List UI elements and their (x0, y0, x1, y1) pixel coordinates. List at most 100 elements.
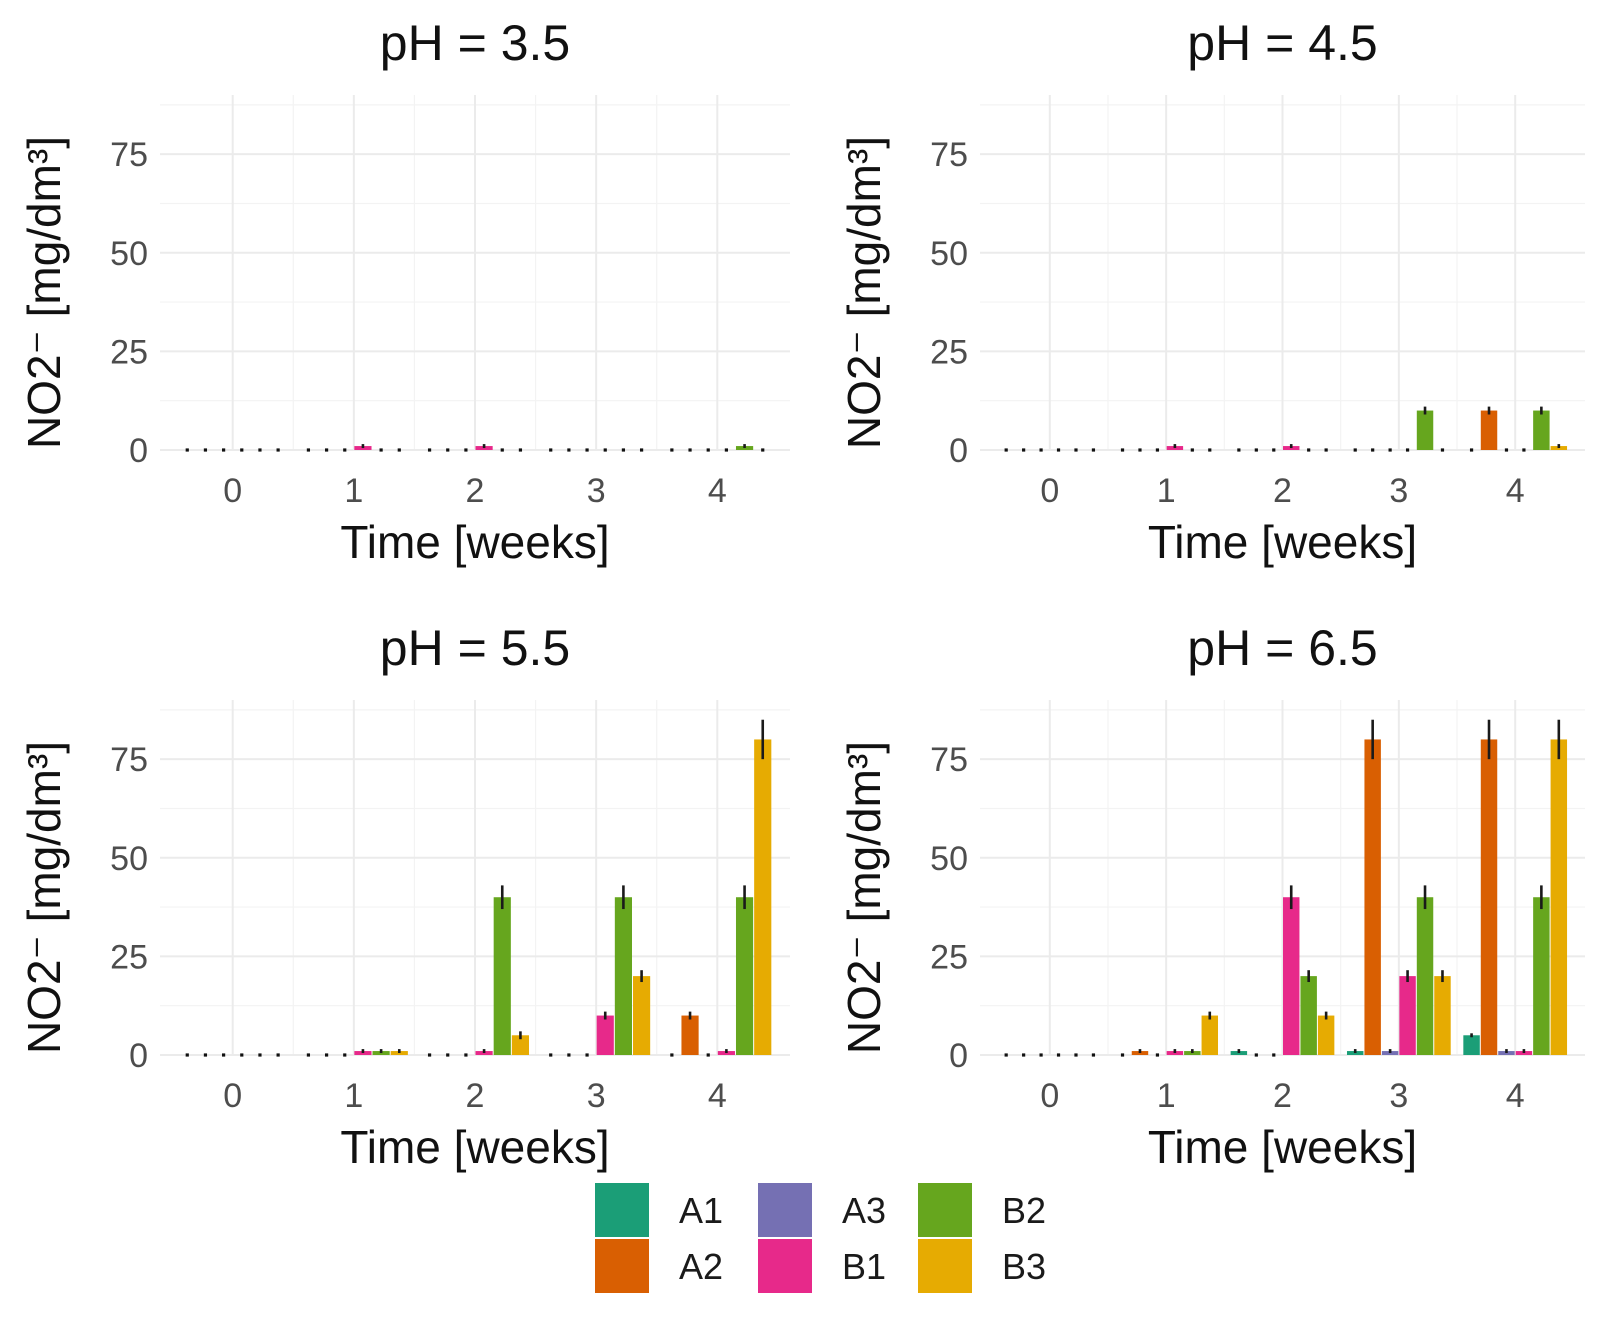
bar-A2-week-1 (1138, 448, 1142, 452)
bar-B2-week-4 (1533, 410, 1550, 450)
bar-B3-week-2 (1324, 448, 1328, 452)
bar-A2-week-4 (681, 1015, 699, 1055)
bar-B3-week-4 (1550, 739, 1568, 1055)
bar-A3-week-3 (1388, 448, 1392, 452)
x-tick-label: 4 (1506, 1077, 1525, 1115)
panel-title: pH = 6.5 (1187, 620, 1377, 676)
bar-A3-week-2 (464, 1053, 468, 1057)
bar-B2-week-3 (1416, 410, 1434, 450)
bar-A1-week-2 (1237, 448, 1241, 452)
bar-B2-week-2 (1300, 976, 1317, 1055)
bar-A2-week-2 (446, 448, 450, 452)
y-tick-label: 75 (110, 136, 148, 174)
bar-B1-week-3 (1405, 448, 1410, 452)
x-tick-label: 1 (1157, 1077, 1176, 1115)
bar-A2-week-2 (446, 1053, 450, 1057)
bar-A3-week-0 (1039, 448, 1043, 452)
bar-A2-week-4 (1480, 739, 1498, 1055)
bar-B2-week-0 (1074, 448, 1078, 452)
panel-2: pH = 4.5 0 25 50 75 0 1 2 3 4 Time [weeks] NO2⁻ [mg… (838, 15, 1585, 568)
y-tick-label: 0 (949, 1037, 968, 1075)
bar-B2-week-0 (258, 448, 262, 452)
bar-A1-week-2 (427, 448, 432, 452)
bar-A3-week-1 (1155, 1053, 1160, 1057)
bar-A1-week-3 (549, 1053, 553, 1057)
bar-A2-week-4 (1480, 410, 1498, 450)
x-tick-label: 0 (223, 472, 242, 510)
x-tick-label: 1 (344, 1077, 363, 1115)
x-tick-label: 1 (344, 472, 363, 510)
bar-A3-week-1 (1155, 448, 1160, 452)
bar-A2-week-1 (324, 1053, 329, 1057)
bar-B3-week-2 (1317, 1015, 1335, 1055)
y-axis-title: NO2⁻ [mg/dm³] (18, 741, 70, 1054)
x-tick-label: 0 (1040, 1077, 1059, 1115)
bar-B3-week-4 (761, 448, 765, 452)
bar-B2-week-3 (614, 897, 632, 1055)
bar-A3-week-3 (585, 448, 589, 452)
legend-label-B2: B2 (1002, 1190, 1046, 1231)
bar-B2-week-4 (735, 897, 754, 1055)
y-axis-title: NO2⁻ [mg/dm³] (838, 136, 890, 449)
panel-1: pH = 3.5 0 25 50 75 0 1 2 3 4 Time [weeks] NO2⁻ [mg… (18, 15, 790, 568)
x-tick-label: 3 (1389, 1077, 1408, 1115)
x-tick-label: 2 (466, 472, 485, 510)
bar-A1-week-4 (1463, 1035, 1480, 1055)
bar-A1-week-4 (670, 448, 674, 452)
panel-3: pH = 5.5 0 25 50 75 0 1 2 3 4 Time [weeks] NO2⁻ [mg… (18, 620, 790, 1173)
bar-A3-week-2 (1272, 448, 1276, 452)
bar-B1-week-0 (240, 448, 244, 452)
x-axis-title: Time [weeks] (1148, 516, 1417, 568)
bar-A3-week-1 (343, 1053, 347, 1057)
bar-A1-week-0 (185, 448, 189, 452)
bar-A2-week-3 (567, 448, 571, 452)
bar-B3-week-3 (1434, 976, 1451, 1055)
bar-A2-week-3 (1364, 739, 1381, 1055)
legend-swatch-B1 (758, 1239, 812, 1293)
y-tick-label: 0 (129, 432, 148, 470)
bar-A3-week-4 (706, 448, 710, 452)
bar-A3-week-0 (222, 448, 226, 452)
bar-A3-week-4 (706, 1053, 710, 1057)
bar-B3-week-2 (518, 448, 523, 452)
panel-title: pH = 5.5 (380, 620, 570, 676)
y-tick-label: 50 (110, 840, 148, 878)
legend-swatch-A2 (595, 1239, 649, 1293)
x-tick-label: 4 (1506, 472, 1525, 510)
y-axis-title: NO2⁻ [mg/dm³] (18, 136, 70, 449)
y-tick-label: 50 (930, 235, 968, 273)
bar-B1-week-3 (1399, 976, 1416, 1055)
bar-A3-week-4 (1504, 448, 1509, 452)
legend-swatch-A3 (758, 1183, 812, 1237)
bar-A2-week-0 (1022, 1053, 1026, 1057)
bar-A2-week-3 (567, 1053, 571, 1057)
y-tick-label: 0 (129, 1037, 148, 1075)
bar-A3-week-0 (222, 1053, 226, 1057)
x-tick-label: 3 (587, 1077, 606, 1115)
bar-A1-week-0 (1004, 448, 1008, 452)
bar-B1-week-0 (1056, 1053, 1061, 1057)
x-tick-label: 1 (1157, 472, 1176, 510)
bar-B2-week-3 (1416, 897, 1434, 1055)
x-tick-label: 3 (587, 472, 606, 510)
bar-B2-week-0 (258, 1053, 262, 1057)
x-axis-title: Time [weeks] (1148, 1121, 1417, 1173)
bar-A2-week-0 (203, 1053, 208, 1057)
bar-A1-week-0 (1004, 1053, 1008, 1057)
bar-B3-week-3 (1440, 448, 1445, 452)
legend-label-A1: A1 (679, 1190, 723, 1231)
bar-B1-week-3 (596, 1015, 614, 1055)
bar-B2-week-2 (500, 448, 504, 452)
x-tick-label: 2 (466, 1077, 485, 1115)
bar-B3-week-0 (1091, 448, 1096, 452)
bar-A1-week-1 (1120, 1053, 1125, 1057)
y-tick-label: 75 (930, 741, 968, 779)
legend-label-A2: A2 (679, 1246, 723, 1287)
bar-A1-week-1 (306, 1053, 311, 1057)
y-tick-label: 50 (930, 840, 968, 878)
panel-4: pH = 6.5 0 25 50 75 0 1 2 3 4 Time [weeks] NO2⁻ [mg… (838, 620, 1585, 1173)
bar-A2-week-2 (1254, 1053, 1258, 1057)
legend-label-B3: B3 (1002, 1246, 1046, 1287)
bar-A1-week-4 (1469, 448, 1474, 452)
